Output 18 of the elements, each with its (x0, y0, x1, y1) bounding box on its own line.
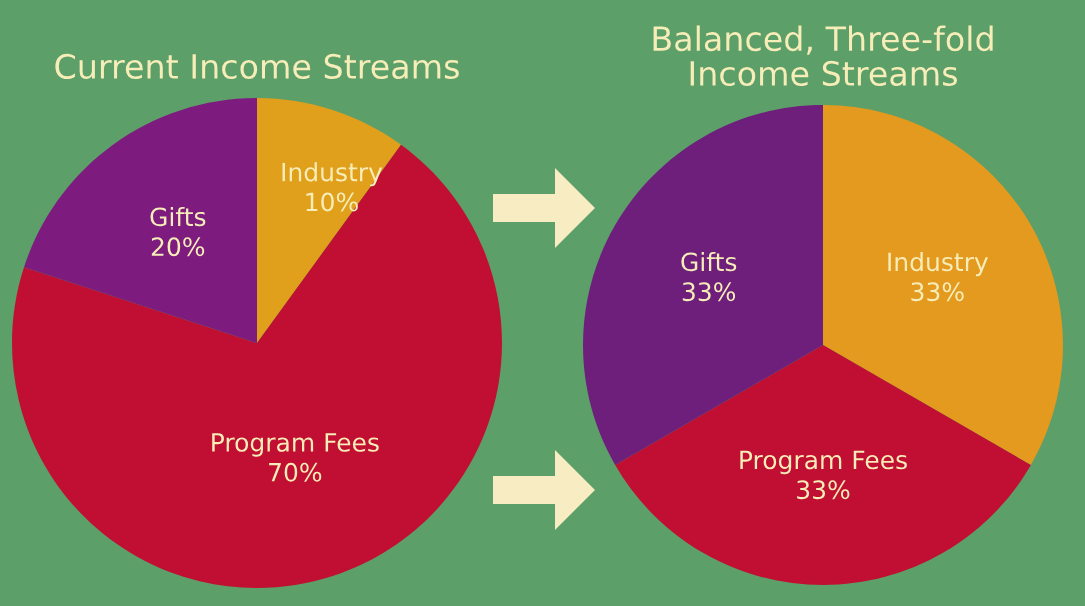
pie-slice (615, 345, 1031, 585)
slice-label: Industry (888, 251, 988, 277)
slice-label: Gifts (681, 251, 737, 272)
slice-label: Industry (282, 162, 383, 187)
chart-title: Current Income Streams (55, 53, 459, 80)
pie-slice (257, 98, 402, 343)
data-label: 33% (797, 480, 850, 500)
data-label: 70% (269, 462, 322, 482)
pie-slice (12, 144, 502, 588)
slice-label: Program Fees (212, 433, 379, 457)
pie-slice (23, 98, 257, 343)
slice-label: Gifts (150, 206, 206, 227)
data-label: 10% (306, 192, 358, 212)
data-label: 20% (151, 237, 205, 257)
data-label: 33% (682, 282, 736, 302)
data-label: 33% (911, 282, 964, 302)
chart-title: Balanced, Three-fold Income Streams (653, 25, 993, 87)
slice-label: Program Fees (740, 450, 907, 475)
